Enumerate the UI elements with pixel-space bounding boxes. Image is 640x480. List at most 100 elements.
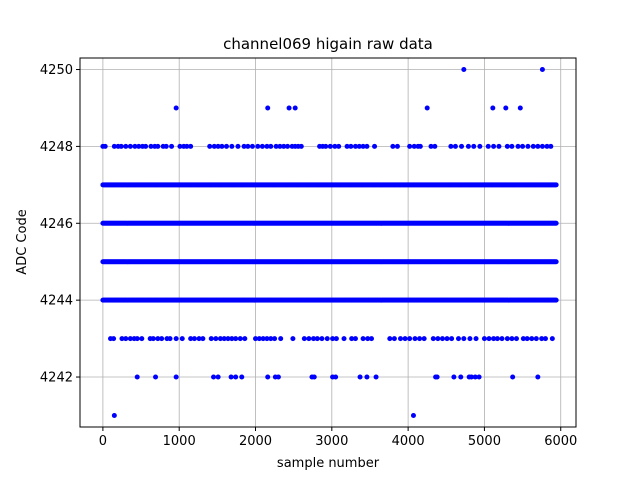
data-point	[499, 336, 505, 342]
data-point	[123, 143, 129, 149]
data-point	[490, 105, 496, 111]
data-point	[407, 143, 413, 149]
data-point	[539, 67, 545, 73]
data-point	[191, 336, 197, 342]
data-point	[285, 143, 291, 149]
data-point	[188, 143, 194, 149]
data-point	[348, 143, 354, 149]
data-point	[481, 336, 487, 342]
x-tick-label: 4000	[392, 434, 425, 449]
data-point	[336, 143, 342, 149]
data-point	[344, 143, 350, 149]
data-point	[542, 336, 548, 342]
data-point	[173, 105, 179, 111]
data-point	[301, 336, 307, 342]
data-point	[118, 143, 124, 149]
data-point	[397, 336, 403, 342]
data-point	[452, 143, 458, 149]
y-axis-label: ADC Code	[15, 209, 30, 274]
data-point	[330, 336, 336, 342]
data-point	[265, 374, 271, 380]
data-point	[148, 143, 154, 149]
data-point	[228, 374, 234, 380]
data-point	[468, 374, 474, 380]
data-point	[264, 143, 270, 149]
data-point	[163, 143, 169, 149]
data-point	[256, 336, 262, 342]
data-point	[196, 336, 202, 342]
data-point	[153, 374, 159, 380]
data-point	[273, 143, 279, 149]
data-point	[448, 143, 454, 149]
data-point	[275, 374, 281, 380]
y-tick-label: 4246	[40, 217, 73, 232]
data-point	[159, 336, 165, 342]
data-point	[111, 336, 117, 342]
data-point	[111, 412, 117, 418]
data-point	[407, 336, 413, 342]
data-point	[268, 336, 274, 342]
data-point	[477, 143, 483, 149]
data-point	[155, 143, 161, 149]
data-point	[525, 143, 531, 149]
data-point	[553, 182, 559, 188]
data-point	[264, 336, 270, 342]
data-point	[513, 336, 519, 342]
data-point	[249, 143, 255, 149]
chart-title: channel069 higain raw data	[223, 35, 433, 53]
data-point	[134, 336, 140, 342]
data-point	[311, 374, 317, 380]
data-point	[324, 336, 330, 342]
data-point	[432, 143, 438, 149]
data-point	[476, 374, 482, 380]
x-tick-label: 0	[99, 434, 107, 449]
data-point	[332, 143, 338, 149]
data-point	[253, 336, 259, 342]
data-point	[373, 374, 379, 380]
data-point	[239, 374, 245, 380]
data-point	[472, 374, 478, 380]
data-point	[449, 336, 455, 342]
data-point	[268, 143, 274, 149]
data-point	[150, 336, 156, 342]
data-point	[233, 336, 239, 342]
data-point	[169, 143, 175, 149]
data-point	[286, 105, 292, 111]
data-point	[173, 374, 179, 380]
data-point	[461, 336, 467, 342]
data-point	[504, 336, 510, 342]
data-point	[311, 336, 316, 342]
data-point	[520, 143, 526, 149]
data-point	[229, 143, 235, 149]
data-point	[549, 336, 555, 342]
data-point	[412, 336, 418, 342]
data-point	[237, 336, 243, 342]
data-point	[306, 336, 312, 342]
data-point	[173, 336, 179, 342]
y-tick-label: 4244	[40, 294, 73, 309]
data-point	[467, 336, 473, 342]
data-point	[465, 143, 471, 149]
data-point	[424, 105, 430, 111]
data-point	[111, 143, 117, 149]
data-point	[277, 143, 283, 149]
data-point	[515, 143, 521, 149]
data-point	[471, 143, 477, 149]
y-tick-label: 4242	[40, 371, 73, 386]
data-point	[459, 143, 465, 149]
data-point	[364, 374, 370, 380]
data-point	[451, 374, 457, 380]
data-point	[364, 143, 370, 149]
data-point	[272, 336, 278, 342]
data-point	[211, 374, 217, 380]
data-point	[235, 143, 241, 149]
data-point	[229, 336, 235, 342]
data-point	[369, 336, 374, 342]
data-point	[539, 143, 545, 149]
data-point	[136, 143, 142, 149]
data-point	[188, 336, 194, 342]
data-point	[207, 143, 213, 149]
data-point	[394, 143, 400, 149]
